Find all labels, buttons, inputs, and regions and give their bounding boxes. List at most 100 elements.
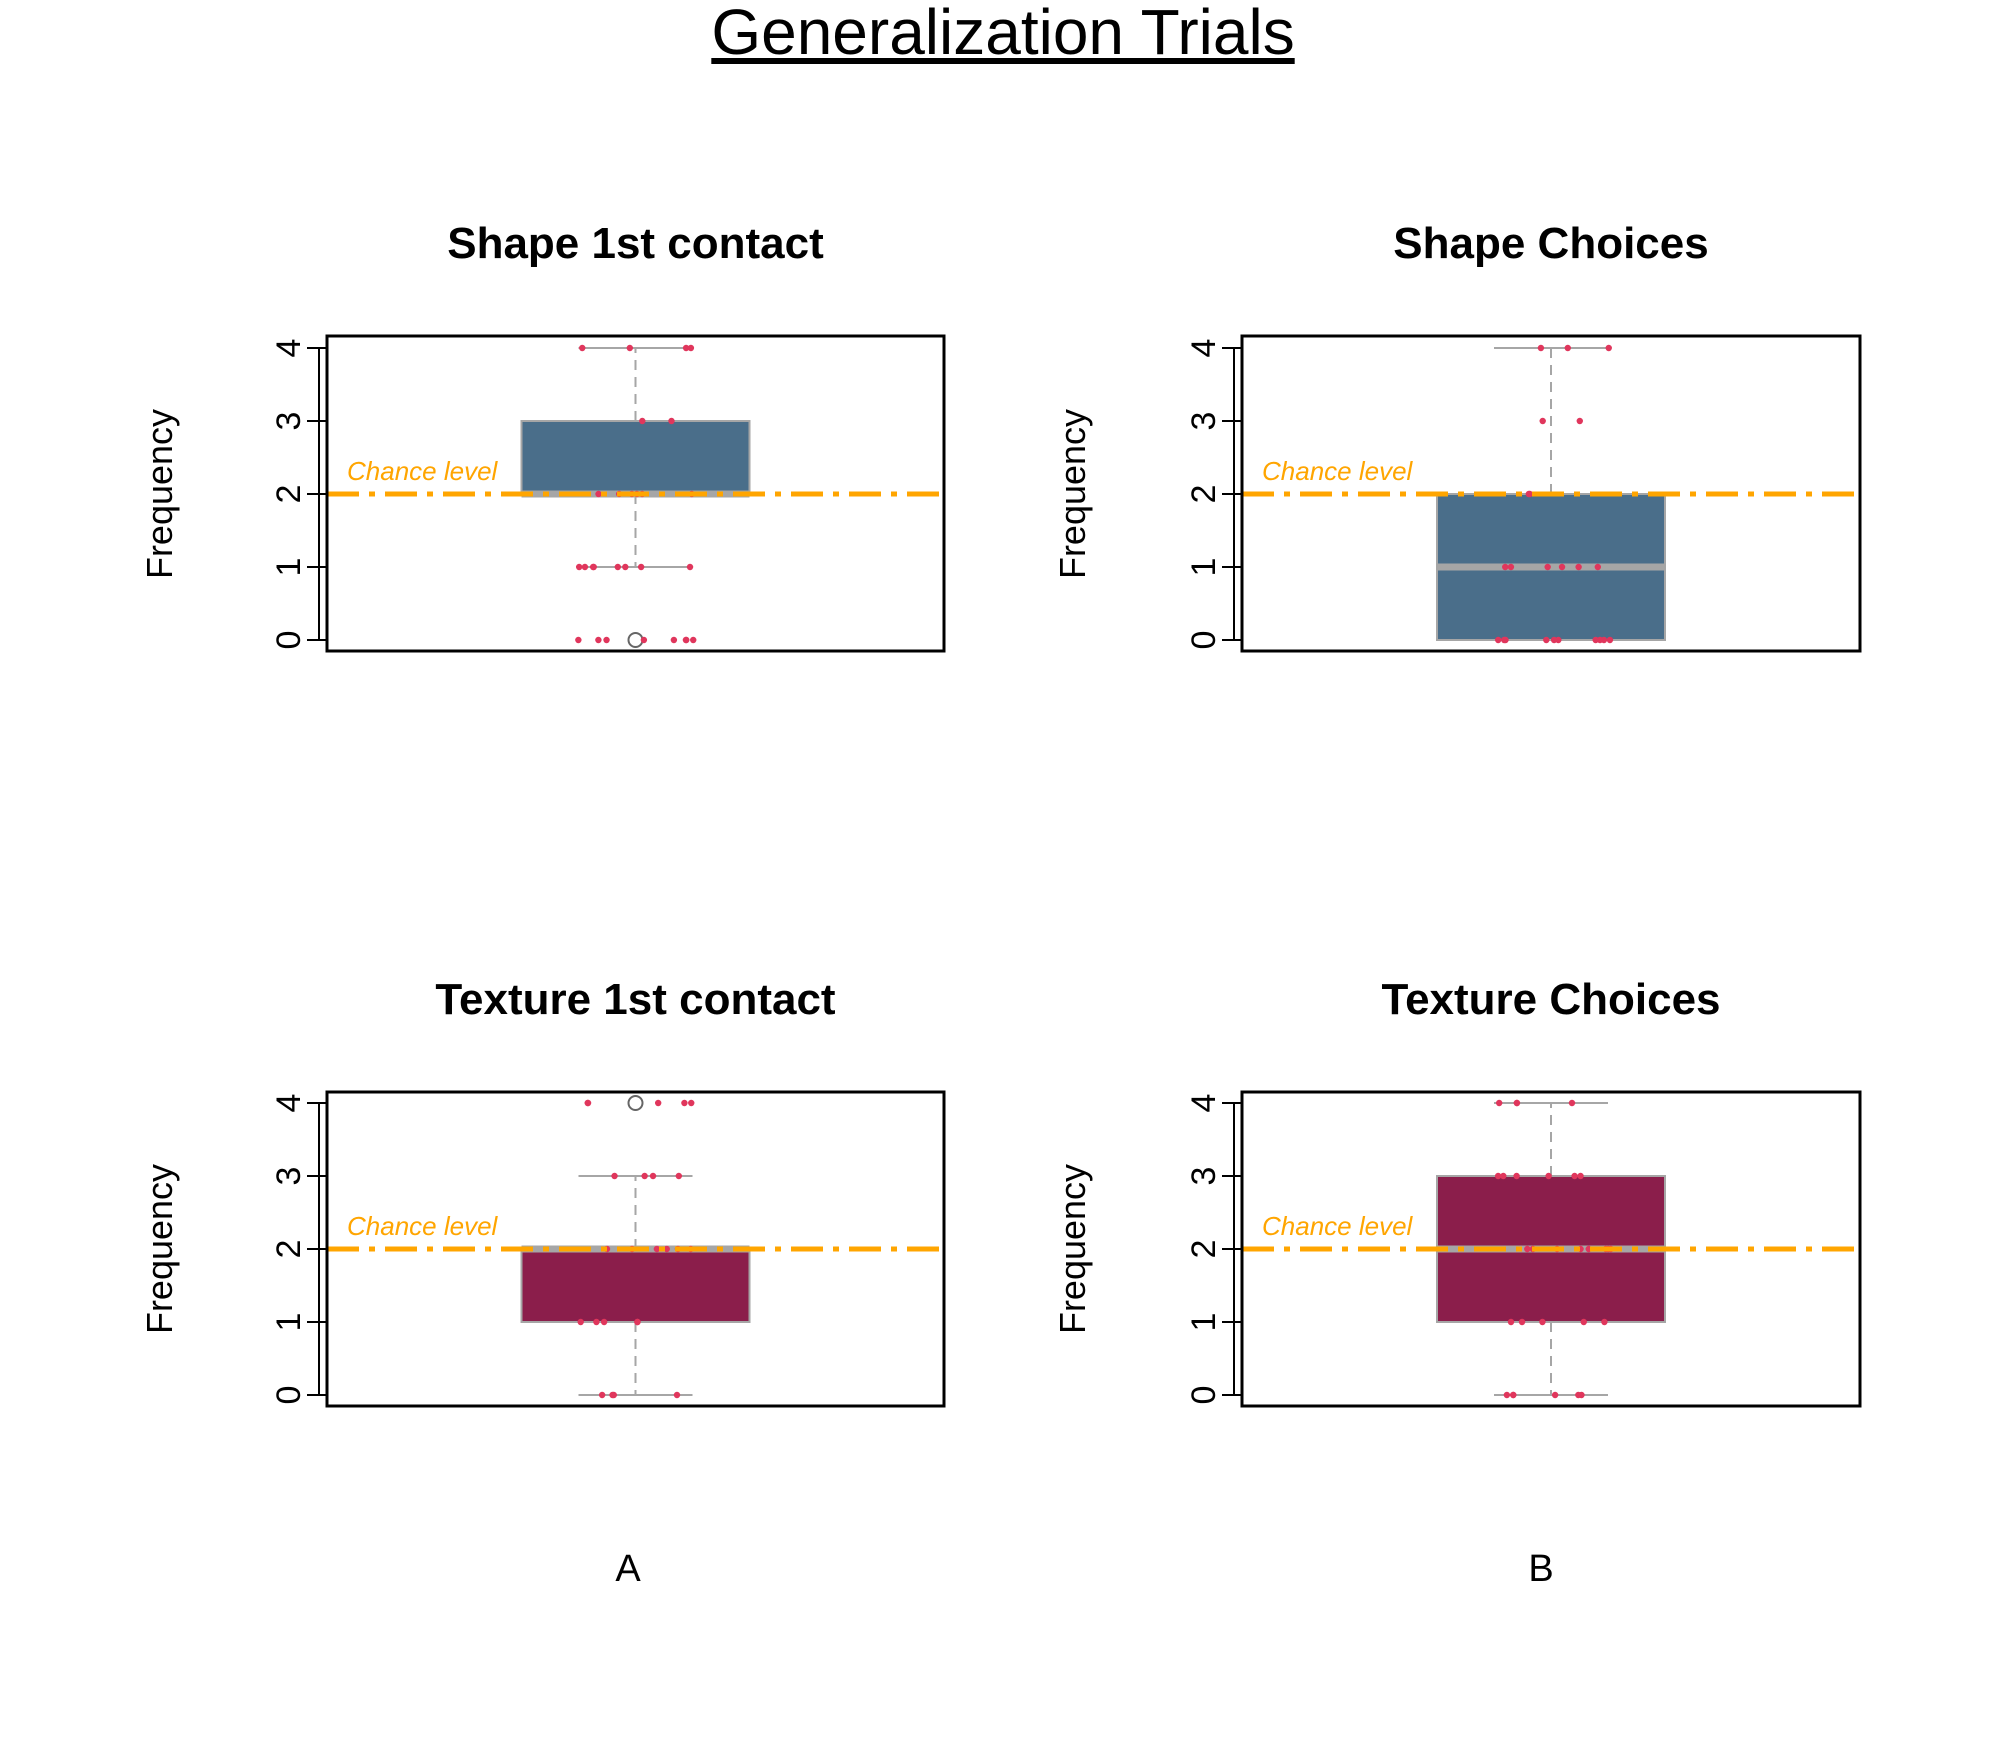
data-point [1606, 636, 1614, 644]
data-point [579, 344, 586, 352]
y-tick-label: 1 [270, 558, 308, 577]
data-point [581, 563, 589, 571]
data-point [575, 636, 582, 644]
chance-level-label: Chance level [1262, 1211, 1414, 1241]
data-point [634, 1318, 641, 1326]
data-point [687, 344, 695, 352]
chart-title: Texture 1st contact [435, 975, 836, 1024]
data-point [1507, 1318, 1515, 1326]
data-point [637, 563, 645, 571]
data-point [1545, 1172, 1552, 1180]
y-tick-label: 1 [270, 1313, 308, 1332]
y-tick-label: 1 [1185, 1313, 1223, 1332]
data-point [1592, 636, 1599, 644]
data-point [1551, 1391, 1559, 1399]
data-point [641, 1172, 648, 1180]
data-point [611, 1172, 618, 1180]
data-point [609, 1391, 616, 1399]
y-tick-label: 0 [1185, 631, 1223, 650]
chance-level-label: Chance level [347, 456, 499, 486]
data-point [1580, 1318, 1587, 1326]
data-point [688, 1099, 695, 1107]
data-point [654, 1099, 662, 1107]
y-tick-label: 0 [1185, 1386, 1223, 1405]
plot-frame [325, 334, 946, 653]
data-point [1568, 1099, 1576, 1107]
data-point [1513, 1172, 1520, 1180]
plot-frame [325, 1090, 946, 1408]
data-point [1550, 636, 1558, 644]
data-point [1576, 417, 1583, 425]
chance-level-label: Chance level [1262, 456, 1414, 486]
box-iqr [520, 420, 751, 495]
data-point [1575, 1391, 1582, 1399]
y-tick-label: 2 [1185, 485, 1223, 504]
chart-title: Texture Choices [1381, 975, 1720, 1024]
data-point [1558, 563, 1566, 571]
outlier-point [627, 1095, 644, 1111]
data-point [1502, 563, 1509, 571]
data-point [589, 563, 597, 571]
data-point [1577, 1172, 1584, 1180]
data-point [649, 1172, 657, 1180]
data-point [682, 344, 690, 352]
data-point [603, 636, 610, 644]
y-tick-label: 1 [1185, 558, 1223, 577]
data-point [663, 1245, 670, 1253]
data-point [575, 563, 583, 571]
data-point [595, 636, 602, 644]
y-tick-label: 4 [1185, 339, 1223, 358]
data-point [1539, 1318, 1546, 1326]
chart-panel-2: Shape Choices Frequency 0 1 2 3 4 Chance level [1052, 219, 1862, 653]
y-axis-label: Frequency [1052, 1164, 1093, 1334]
data-point [1500, 1172, 1507, 1180]
y-tick-label: 4 [270, 1094, 308, 1113]
data-point [1543, 636, 1550, 644]
data-point [593, 1318, 600, 1326]
data-point [1494, 636, 1502, 644]
data-point [1507, 563, 1515, 571]
data-point [1571, 1172, 1578, 1180]
data-point [1544, 563, 1551, 571]
data-point [595, 490, 602, 498]
data-point [670, 636, 678, 644]
data-point [584, 1099, 591, 1107]
data-point [1494, 1172, 1502, 1180]
y-tick-label: 4 [270, 339, 308, 358]
data-point [1524, 1245, 1531, 1253]
y-tick-label: 2 [1185, 1240, 1223, 1259]
data-point [1518, 1318, 1526, 1326]
data-point [1601, 1318, 1608, 1326]
data-point [675, 1172, 683, 1180]
data-point [690, 636, 697, 644]
plot-frame [1240, 334, 1862, 653]
data-point [673, 1391, 681, 1399]
data-point [682, 636, 690, 644]
y-tick-label: 3 [270, 1167, 308, 1186]
data-point [577, 1318, 584, 1326]
data-point [600, 1318, 608, 1326]
y-tick-label: 0 [270, 1386, 308, 1405]
data-point [639, 417, 646, 425]
y-tick-label: 3 [1185, 412, 1223, 431]
data-point [614, 563, 622, 571]
y-tick-label: 0 [270, 631, 308, 650]
chart-panel-3: Texture 1st contact Frequency 0 1 2 3 4 Chance … [139, 975, 946, 1408]
y-tick-label: 2 [270, 485, 308, 504]
y-tick-label: 3 [270, 412, 308, 431]
y-axis-label: Frequency [139, 1164, 180, 1334]
y-axis-label: Frequency [139, 409, 180, 579]
figure-title: Generalization Trials [711, 0, 1295, 68]
data-point [1525, 490, 1533, 498]
data-point [1513, 1099, 1521, 1107]
box-iqr [520, 1248, 751, 1323]
data-point [1502, 636, 1509, 644]
data-point [686, 563, 694, 571]
plot-frame [1240, 1090, 1862, 1408]
panel-letter-a: A [615, 1548, 641, 1590]
data-point [598, 1391, 606, 1399]
chart-panel-1: Shape 1st contact Frequency 0 1 2 3 4 Chance le… [139, 219, 946, 653]
data-point [1605, 344, 1612, 352]
y-axis-label: Frequency [1052, 409, 1093, 579]
